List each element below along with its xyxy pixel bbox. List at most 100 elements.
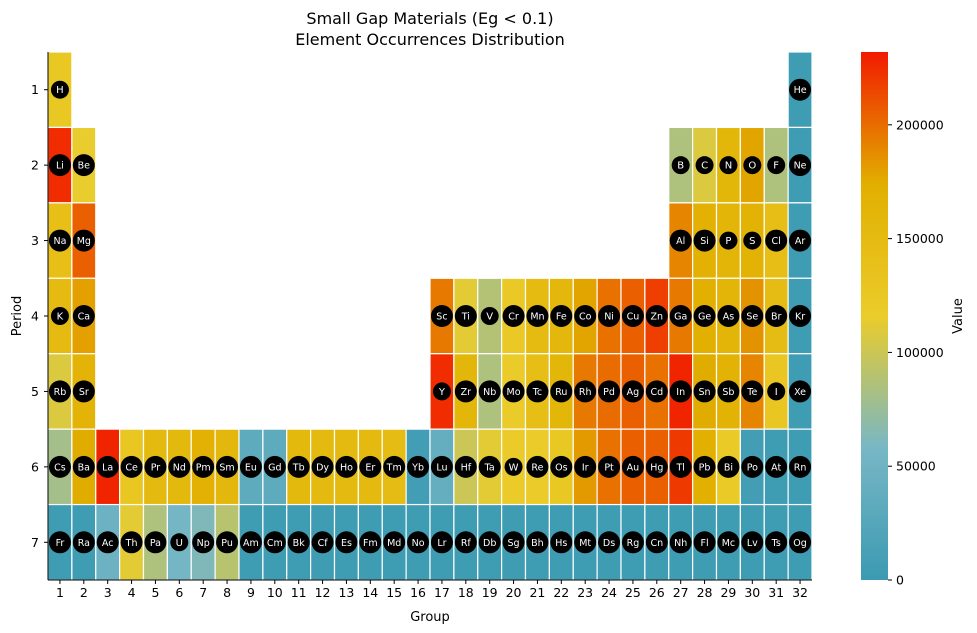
- colorbar-label: Value: [951, 298, 966, 334]
- y-tick-label-1: 1: [31, 82, 39, 97]
- marker-Sn: [693, 380, 716, 403]
- marker-Fl: [693, 531, 716, 554]
- marker-Rf: [454, 531, 477, 554]
- element-label-Cu: Cu: [627, 312, 640, 323]
- element-label-Os: Os: [555, 462, 567, 473]
- element-label-Bh: Bh: [531, 538, 544, 549]
- element-label-Ag: Ag: [627, 387, 640, 398]
- element-label-Co: Co: [579, 312, 592, 323]
- element-label-Xe: Xe: [794, 387, 806, 398]
- marker-Am: [239, 531, 262, 554]
- marker-Gd: [263, 455, 286, 478]
- element-label-Cl: Cl: [772, 236, 781, 247]
- marker-Lu: [430, 455, 453, 478]
- element-label-F: F: [773, 161, 779, 172]
- element-label-Rh: Rh: [579, 387, 592, 398]
- element-label-Np: Np: [197, 538, 210, 549]
- x-tick-label-25: 25: [625, 585, 641, 600]
- axes: 1 2 3 4 5 6 7 8 9 10 11 12 13 14 15 16 17 18 19 20 21 22 23 24 2…: [31, 52, 812, 600]
- marker-Tm: [383, 455, 406, 478]
- marker-Te: [741, 380, 764, 403]
- marker-Y: [432, 382, 451, 401]
- element-label-Br: Br: [771, 312, 782, 323]
- marker-B: [671, 156, 690, 175]
- element-label-Cm: Cm: [267, 538, 283, 549]
- marker-Tl: [669, 455, 692, 478]
- element-label-Dy: Dy: [316, 462, 329, 473]
- element-label-Ga: Ga: [674, 312, 687, 323]
- x-tick-label-32: 32: [792, 585, 808, 600]
- marker-Ge: [693, 305, 716, 327]
- element-label-W: W: [509, 462, 519, 473]
- x-tick-label-27: 27: [673, 585, 689, 600]
- x-tick-label-21: 21: [529, 585, 545, 600]
- element-label-N: N: [725, 161, 732, 172]
- element-label-He: He: [794, 85, 807, 96]
- element-label-Am: Am: [243, 538, 259, 549]
- element-label-B: B: [677, 161, 684, 172]
- element-markers: H He Li Be B C N O F Ne Na Mg Al Si P S Cl Ar K Ca Sc Ti V Cr Mn…: [48, 78, 812, 554]
- marker-H: [50, 80, 69, 99]
- element-label-Cs: Cs: [54, 462, 66, 473]
- element-label-Zr: Zr: [461, 387, 472, 398]
- marker-Rg: [621, 531, 644, 554]
- colorbar: 0 50000 100000 150000 200000: [861, 52, 944, 588]
- marker-V: [480, 307, 499, 325]
- element-label-Og: Og: [793, 538, 807, 549]
- x-tick-label-18: 18: [458, 585, 474, 600]
- element-label-Lv: Lv: [747, 538, 758, 549]
- x-tick-label-13: 13: [338, 585, 354, 600]
- element-label-Fr: Fr: [56, 538, 65, 549]
- marker-K: [50, 307, 69, 325]
- marker-Na: [48, 229, 71, 252]
- marker-Li: [48, 154, 71, 177]
- marker-As: [717, 305, 740, 327]
- marker-Si: [693, 229, 716, 252]
- marker-Mg: [72, 229, 95, 252]
- element-label-C: C: [701, 161, 708, 172]
- element-label-Ts: Ts: [771, 538, 781, 549]
- marker-Kr: [789, 305, 812, 327]
- marker-Md: [383, 531, 406, 554]
- element-label-Pa: Pa: [150, 538, 161, 549]
- y-axis-label: Period: [10, 296, 25, 337]
- element-label-Ru: Ru: [555, 387, 567, 398]
- marker-Og: [789, 531, 812, 554]
- marker-Bi: [717, 455, 740, 478]
- element-label-Mn: Mn: [530, 312, 544, 323]
- x-tick-label-24: 24: [601, 585, 617, 600]
- element-label-Cr: Cr: [508, 312, 519, 323]
- marker-Ni: [598, 305, 621, 327]
- colorbar-tick-label-50000: 50000: [896, 459, 936, 474]
- element-label-Na: Na: [53, 236, 66, 247]
- element-label-Sr: Sr: [79, 387, 89, 398]
- x-tick-label-20: 20: [506, 585, 522, 600]
- x-tick-label-1: 1: [56, 585, 64, 600]
- marker-Pa: [144, 531, 167, 554]
- element-label-Rg: Rg: [627, 538, 640, 549]
- element-label-Nb: Nb: [483, 387, 496, 398]
- x-axis-label: Group: [410, 610, 450, 625]
- marker-Pb: [693, 455, 716, 478]
- element-label-Ir: Ir: [582, 462, 589, 473]
- marker-Ir: [574, 455, 597, 478]
- marker-Ga: [669, 305, 692, 327]
- element-label-Bk: Bk: [293, 538, 306, 549]
- marker-Al: [669, 229, 692, 252]
- element-label-Ca: Ca: [78, 312, 90, 323]
- marker-Ho: [335, 455, 358, 478]
- colorbar-tick-label-150000: 150000: [896, 231, 944, 246]
- element-label-Lu: Lu: [436, 462, 447, 473]
- element-label-Tm: Tm: [386, 462, 402, 473]
- marker-Pm: [192, 455, 215, 478]
- x-tick-label-8: 8: [223, 585, 231, 600]
- marker-F: [767, 156, 786, 175]
- x-tick-label-26: 26: [649, 585, 665, 600]
- marker-Sr: [72, 380, 95, 403]
- element-label-Th: Th: [125, 538, 138, 549]
- y-tick-label-2: 2: [31, 158, 39, 173]
- element-label-Tc: Tc: [532, 387, 542, 398]
- marker-Rb: [48, 380, 71, 403]
- marker-Ta: [478, 455, 501, 478]
- element-label-Cn: Cn: [650, 538, 663, 549]
